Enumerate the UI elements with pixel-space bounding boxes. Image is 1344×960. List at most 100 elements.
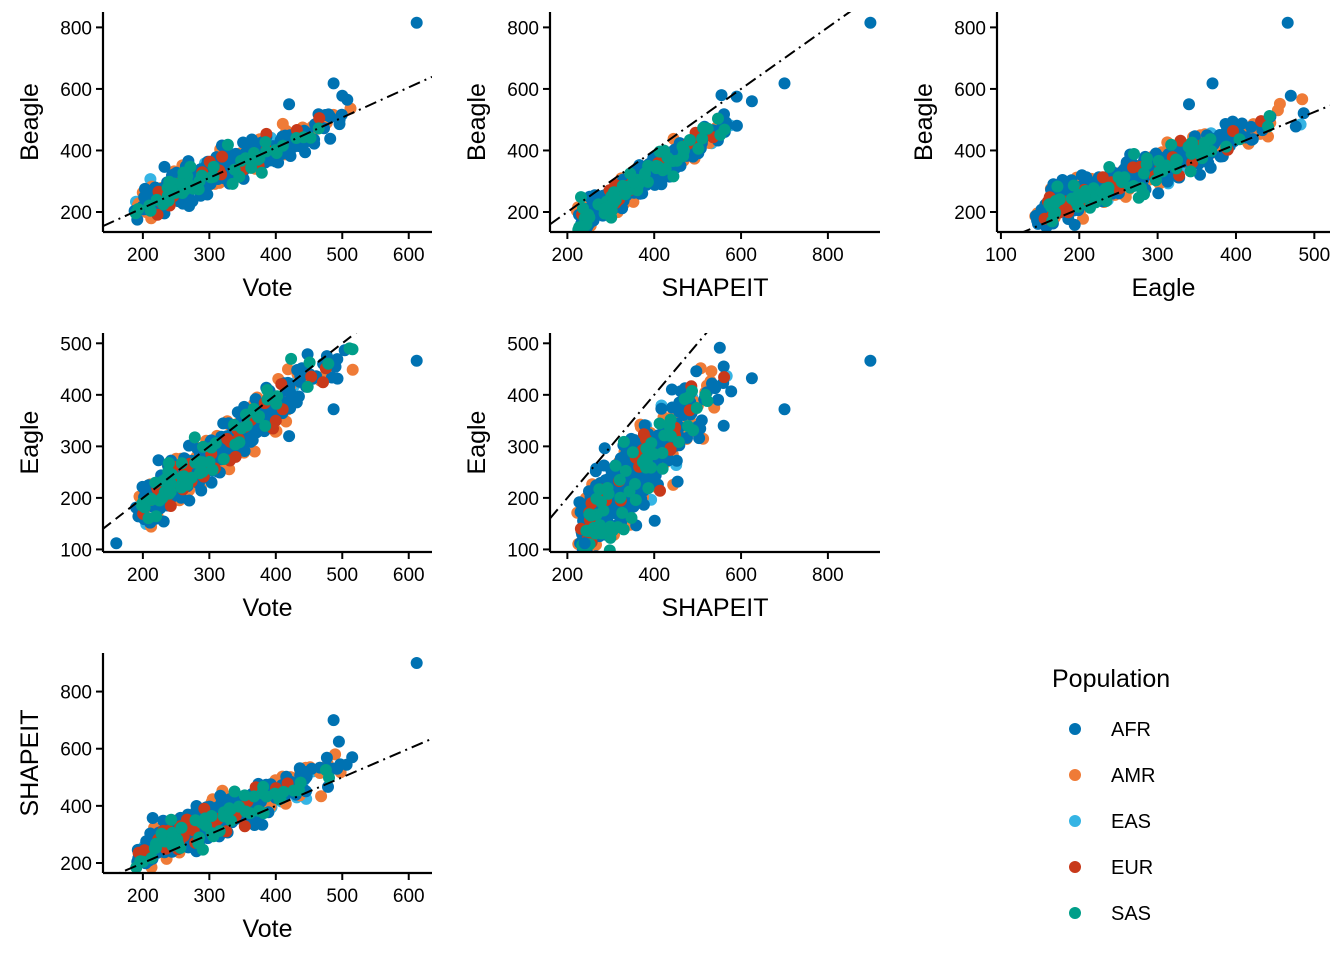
x-tick-label: 600 bbox=[393, 565, 425, 586]
data-point-sas bbox=[1182, 140, 1195, 153]
y-axis-title: Beagle bbox=[16, 83, 44, 161]
point-layer bbox=[110, 342, 423, 550]
data-point-sas bbox=[171, 837, 184, 850]
data-point-sas bbox=[224, 803, 237, 816]
data-point-sas bbox=[204, 171, 217, 184]
data-point-sas bbox=[199, 818, 212, 831]
data-point-sas bbox=[238, 789, 251, 802]
data-point-afr bbox=[717, 419, 730, 432]
panel-beagle-vs-vote: 200 300 400 500 600 200 400 600 800 Vote Beagle bbox=[16, 12, 432, 302]
data-point-sas bbox=[595, 495, 607, 508]
y-tick-label: 500 bbox=[507, 334, 539, 355]
data-point-sas bbox=[1096, 185, 1109, 198]
data-point-sas bbox=[142, 512, 155, 525]
data-point-sas bbox=[617, 435, 630, 448]
data-point-afr bbox=[638, 419, 651, 432]
data-point-eur bbox=[238, 820, 251, 833]
data-point-afr bbox=[158, 160, 171, 173]
data-point-afr bbox=[146, 812, 159, 824]
x-tick-label: 500 bbox=[326, 886, 358, 907]
data-point-afr bbox=[666, 401, 679, 414]
x-tick-label: 200 bbox=[127, 245, 159, 266]
data-point-afr bbox=[690, 365, 703, 378]
data-point-sas bbox=[614, 491, 627, 504]
data-point-sas bbox=[346, 343, 359, 356]
data-point-afr bbox=[283, 430, 296, 443]
x-tick-label: 400 bbox=[260, 886, 292, 907]
data-point-sas bbox=[196, 465, 209, 478]
data-point-afr bbox=[778, 403, 791, 416]
data-point-sas bbox=[176, 187, 189, 199]
data-point-afr bbox=[110, 537, 123, 550]
data-point-afr bbox=[327, 77, 340, 90]
x-axis-title: Vote bbox=[242, 274, 292, 302]
data-point-sas bbox=[261, 384, 274, 396]
x-tick-label: 400 bbox=[1220, 245, 1252, 266]
y-axis-title: Eagle bbox=[463, 411, 491, 475]
x-tick-label: 600 bbox=[725, 245, 757, 266]
point-layer bbox=[128, 16, 423, 226]
data-point-sas bbox=[217, 453, 230, 465]
data-point-sas bbox=[228, 418, 240, 431]
point-layer bbox=[570, 16, 877, 232]
x-tick-label: 600 bbox=[725, 565, 757, 586]
x-tick-label: 400 bbox=[260, 565, 292, 586]
data-point-afr bbox=[717, 360, 730, 373]
data-point-afr bbox=[712, 393, 725, 406]
data-point-sas bbox=[626, 446, 639, 459]
data-point-afr bbox=[1194, 168, 1206, 181]
data-point-afr bbox=[336, 89, 349, 102]
data-point-afr bbox=[139, 182, 151, 195]
data-point-sas bbox=[1141, 152, 1153, 165]
data-point-afr bbox=[335, 108, 348, 121]
data-point-sas bbox=[233, 436, 246, 449]
data-point-sas bbox=[1048, 208, 1061, 221]
x-axis-title: Vote bbox=[242, 594, 292, 622]
data-point-afr bbox=[670, 454, 683, 467]
legend-key-afr bbox=[1069, 723, 1081, 735]
data-point-sas bbox=[714, 128, 727, 141]
data-point-amr bbox=[282, 363, 294, 376]
data-point-afr bbox=[1245, 120, 1258, 133]
data-point-afr bbox=[745, 372, 758, 385]
y-tick-label: 400 bbox=[507, 141, 539, 162]
data-point-sas bbox=[1156, 165, 1169, 178]
legend-key-eas bbox=[1069, 815, 1081, 827]
data-point-afr bbox=[327, 714, 340, 727]
data-point-sas bbox=[1079, 184, 1092, 197]
data-point-sas bbox=[304, 131, 317, 144]
data-point-sas bbox=[162, 194, 175, 207]
data-point-afr bbox=[605, 553, 617, 565]
data-point-afr bbox=[333, 118, 346, 131]
data-point-afr bbox=[320, 751, 333, 764]
y-tick-label: 600 bbox=[954, 80, 986, 101]
data-point-sas bbox=[225, 814, 237, 827]
data-point-eur bbox=[216, 150, 229, 163]
legend-item-eas: EAS bbox=[1069, 811, 1151, 833]
y-axis-title: Beagle bbox=[463, 83, 491, 161]
data-point-afr bbox=[290, 396, 303, 409]
data-point-sas bbox=[659, 162, 672, 175]
x-tick-label: 400 bbox=[638, 565, 670, 586]
panel-eagle-vs-vote: 200 300 400 500 600 100 200 300 400 500 Vote Eagle bbox=[16, 333, 432, 622]
data-point-afr bbox=[864, 354, 877, 367]
x-tick-label: 500 bbox=[326, 565, 358, 586]
data-point-sas bbox=[188, 431, 201, 444]
data-point-sas bbox=[1152, 154, 1165, 167]
x-tick-label: 800 bbox=[812, 565, 844, 586]
data-point-sas bbox=[619, 464, 632, 477]
data-point-afr bbox=[332, 735, 345, 748]
data-point-sas bbox=[656, 462, 669, 475]
x-tick-label: 200 bbox=[127, 886, 159, 907]
data-point-sas bbox=[240, 419, 253, 432]
data-point-sas bbox=[598, 202, 611, 215]
data-point-afr bbox=[299, 146, 312, 159]
data-point-sas bbox=[206, 463, 219, 476]
x-axis-title: SHAPEIT bbox=[662, 594, 769, 622]
point-layer bbox=[571, 341, 877, 565]
data-point-sas bbox=[252, 804, 265, 817]
data-point-sas bbox=[293, 784, 305, 797]
data-point-afr bbox=[195, 484, 208, 497]
y-tick-label: 400 bbox=[60, 141, 92, 162]
point-layer bbox=[1029, 16, 1310, 232]
